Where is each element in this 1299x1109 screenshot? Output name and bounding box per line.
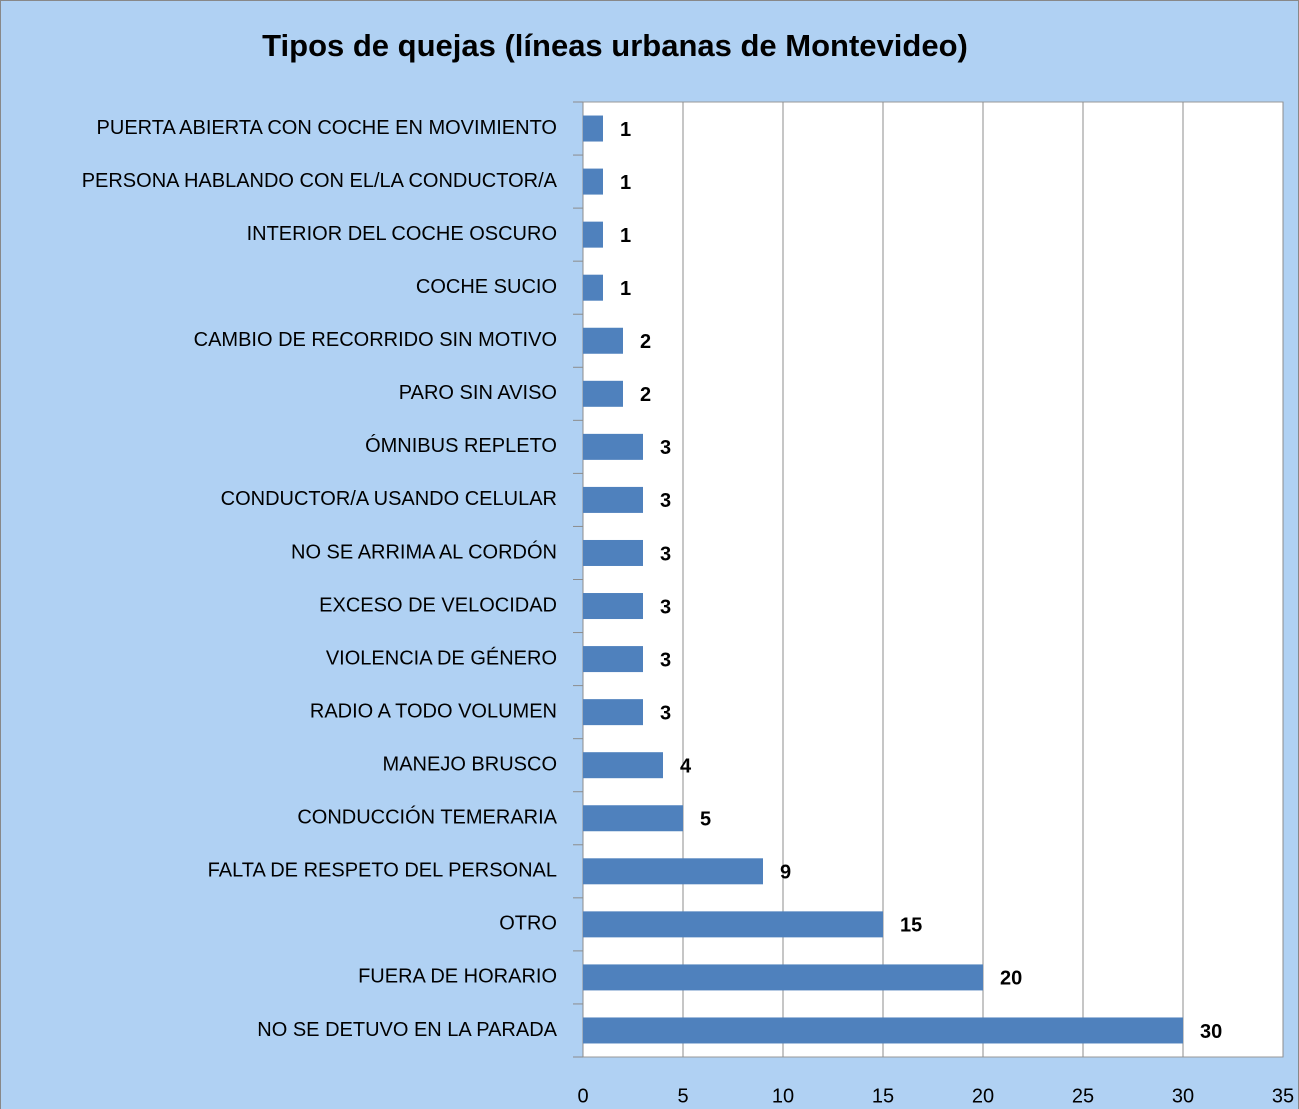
bar: [583, 221, 603, 248]
chart-title: Tipos de quejas (líneas urbanas de Monte…: [262, 28, 968, 63]
value-label: 3: [660, 543, 671, 565]
value-label: 20: [1000, 968, 1022, 990]
value-label: 1: [620, 172, 631, 194]
x-tick-label: 5: [677, 1085, 688, 1107]
value-label: 9: [780, 862, 791, 884]
value-label: 1: [620, 278, 631, 300]
value-label: 3: [660, 437, 671, 459]
bar: [583, 380, 623, 407]
x-tick-label: 15: [872, 1085, 894, 1107]
y-tick-label: FUERA DE HORARIO: [358, 966, 557, 988]
bar: [583, 1017, 1183, 1044]
bar: [583, 274, 603, 301]
y-tick-label: PERSONA HABLANDO CON EL/LA CONDUCTOR/A: [82, 170, 558, 192]
x-tick-label: 30: [1172, 1085, 1194, 1107]
y-tick-label: EXCESO DE VELOCIDAD: [319, 594, 557, 616]
value-label: 15: [900, 915, 922, 937]
bar: [583, 593, 643, 620]
y-tick-label: MANEJO BRUSCO: [383, 753, 557, 775]
value-label: 30: [1200, 1021, 1222, 1043]
y-tick-label: PUERTA ABIERTA CON COCHE EN MOVIMIENTO: [97, 117, 557, 139]
y-tick-label: COCHE SUCIO: [416, 276, 557, 298]
y-tick-label: PARO SIN AVISO: [399, 382, 557, 404]
bar: [583, 805, 683, 832]
bar: [583, 699, 643, 726]
value-label: 3: [660, 649, 671, 671]
y-tick-label: NO SE ARRIMA AL CORDÓN: [291, 540, 557, 563]
y-tick-label: CAMBIO DE RECORRIDO SIN MOTIVO: [194, 329, 557, 351]
value-label: 2: [640, 384, 651, 406]
y-tick-label: INTERIOR DEL COCHE OSCURO: [247, 223, 557, 245]
x-tick-label: 0: [577, 1085, 588, 1107]
plot-area: [582, 101, 1284, 1058]
y-tick-label: CONDUCCIÓN TEMERARIA: [297, 806, 557, 829]
y-tick-label: FALTA DE RESPETO DEL PERSONAL: [208, 860, 557, 882]
y-tick-label: OTRO: [499, 913, 557, 935]
bar: [583, 646, 643, 673]
bar: [583, 858, 763, 885]
bar: [583, 115, 603, 142]
bar: [583, 168, 603, 195]
bar: [583, 539, 643, 566]
y-tick-label: CONDUCTOR/A USANDO CELULAR: [221, 488, 557, 510]
y-tick-label: RADIO A TODO VOLUMEN: [310, 700, 557, 722]
value-label: 2: [640, 331, 651, 353]
value-label: 3: [660, 596, 671, 618]
value-label: 4: [680, 755, 692, 777]
x-tick-label: 20: [972, 1085, 994, 1107]
y-tick-label: VIOLENCIA DE GÉNERO: [326, 646, 557, 669]
bar: [583, 911, 883, 938]
bar: [583, 327, 623, 354]
bar: [583, 964, 983, 991]
value-label: 1: [620, 119, 631, 141]
value-label: 3: [660, 702, 671, 724]
value-label: 1: [620, 225, 631, 247]
bar: [583, 752, 663, 779]
value-label: 3: [660, 490, 671, 512]
value-label: 5: [700, 809, 711, 831]
x-tick-label: 10: [772, 1085, 794, 1107]
bar: [583, 433, 643, 460]
y-tick-label: ÓMNIBUS REPLETO: [365, 434, 557, 457]
x-tick-label: 35: [1272, 1085, 1294, 1107]
x-tick-label: 25: [1072, 1085, 1094, 1107]
bar: [583, 486, 643, 513]
y-tick-label: NO SE DETUVO EN LA PARADA: [257, 1019, 557, 1041]
